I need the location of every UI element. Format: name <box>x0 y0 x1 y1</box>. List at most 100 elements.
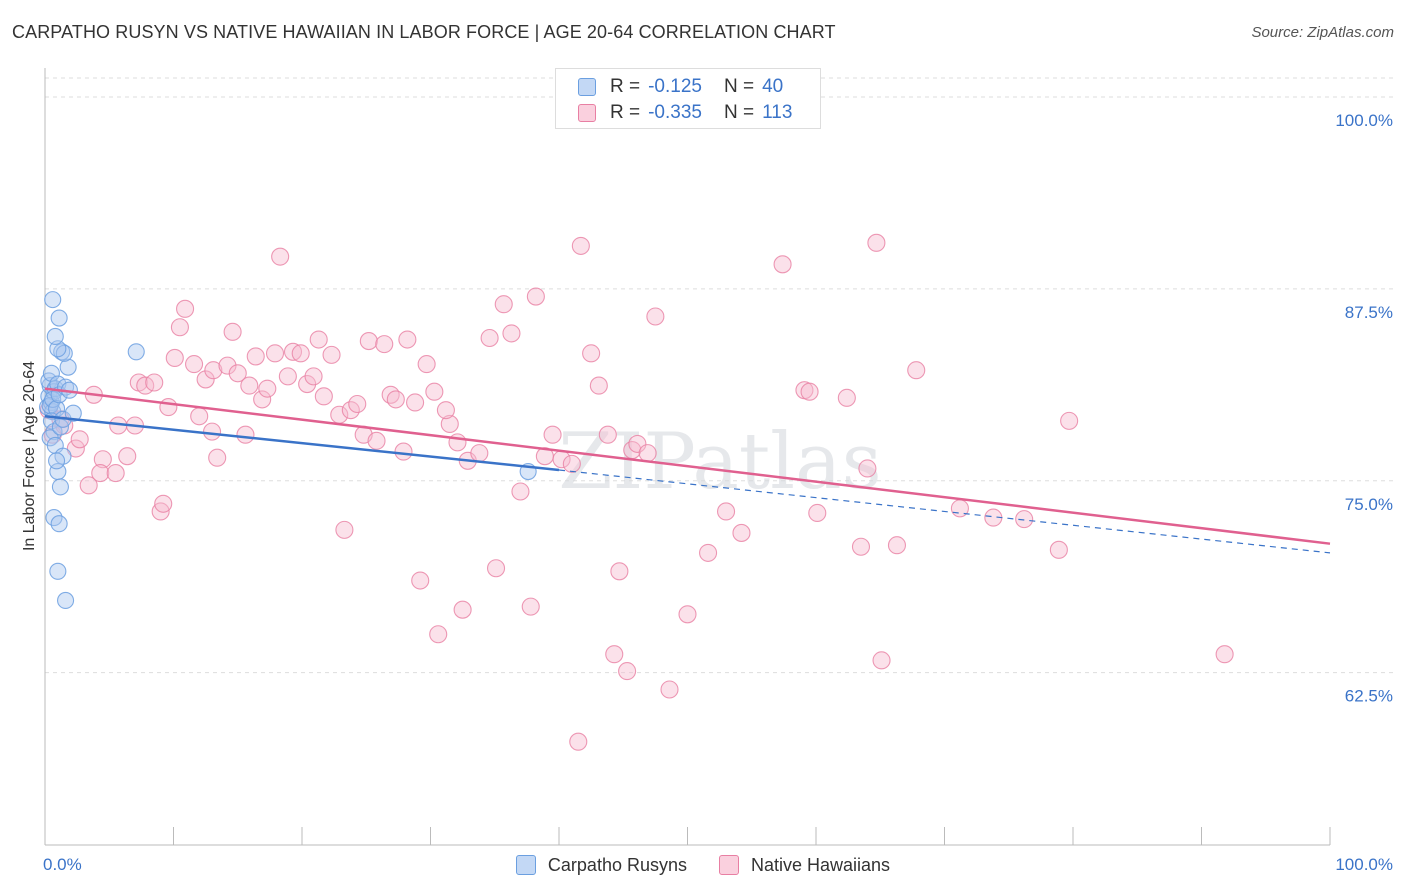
y-tick-label: 62.5% <box>1345 687 1393 706</box>
bottom-legend-swatch-blue <box>515 855 536 875</box>
native-hawaiian-point <box>589 376 608 395</box>
native-hawaiian-point <box>605 645 624 664</box>
bottom-legend-swatch-pink <box>719 855 739 875</box>
native-hawaiian-point <box>304 367 323 386</box>
native-hawaiian-point <box>394 442 413 461</box>
native-hawaiian-point <box>204 361 223 380</box>
legend-r-label: R = <box>610 76 641 97</box>
native-hawaiian-point <box>159 398 178 417</box>
native-hawaiian-point <box>480 328 499 348</box>
legend-n-value: 113 <box>762 102 793 123</box>
native-hawaiian-point <box>386 390 405 409</box>
native-hawaiian-point <box>236 425 255 444</box>
native-hawaiian-point <box>716 502 736 521</box>
legend-n-label: N = <box>723 76 755 97</box>
x-tick-label-max: 100.0% <box>1335 855 1393 874</box>
carpatho-rusyn-point <box>59 358 77 376</box>
native-hawaiian-point <box>808 503 827 523</box>
native-hawaiian-point <box>203 422 222 441</box>
native-hawaiian-point <box>367 431 386 450</box>
native-hawaiian-point <box>470 444 489 463</box>
native-hawaiian-point <box>448 433 467 452</box>
carpatho-rusyns-trend-extension <box>558 469 1331 554</box>
native-hawaiian-point <box>375 335 394 354</box>
native-hawaiian-point <box>106 464 125 483</box>
native-hawaiian-point <box>851 537 871 556</box>
legend-row-carpatho-rusyns: R = -0.125 N = 40 <box>578 75 783 99</box>
native-hawaiian-point <box>569 732 588 751</box>
native-hawaiian-point <box>1215 645 1234 664</box>
native-hawaiian-point <box>800 382 819 401</box>
legend: R = -0.125 N = 40 R = -0.335 N = 113 <box>555 68 821 129</box>
native-hawaiian-point <box>309 330 328 349</box>
native-hawaiian-point <box>359 332 378 351</box>
carpatho-rusyn-point <box>50 309 68 327</box>
native-hawaiian-point <box>398 330 417 349</box>
native-hawaiian-point <box>253 390 272 409</box>
bottom-legend: Carpatho Rusyns Native Hawaiians <box>0 852 1406 878</box>
native-hawaiian-point <box>314 387 333 406</box>
native-hawaiian-point <box>165 348 184 368</box>
native-hawaiian-point <box>436 401 455 420</box>
native-hawaiian-point <box>425 382 444 401</box>
native-hawaiian-point <box>1049 540 1068 559</box>
native-hawaiian-point <box>70 430 89 449</box>
native-hawaiian-point <box>228 364 247 383</box>
tick-labels: 62.5% 75.0% 87.5% 100.0% 0.0% 100.0% <box>43 111 1393 874</box>
bottom-legend-label: Native Hawaiians <box>751 854 891 875</box>
native-hawaiian-point <box>335 520 354 539</box>
native-hawaiian-point <box>411 571 430 590</box>
native-hawaiian-point <box>440 414 459 434</box>
legend-n-label: N = <box>723 102 755 123</box>
native-hawaiian-point <box>543 425 562 444</box>
carpatho-rusyn-point <box>44 291 62 309</box>
native-hawaiian-point <box>291 344 310 363</box>
native-hawaiian-point <box>417 355 436 374</box>
native-hawaiian-point <box>526 287 545 306</box>
native-hawaiian-point <box>258 379 277 398</box>
native-hawaiian-point <box>453 600 472 619</box>
native-hawaiian-point <box>223 322 242 341</box>
native-hawaiian-point <box>91 464 110 483</box>
native-hawaiian-point <box>79 476 98 495</box>
native-hawaiian-point <box>348 394 367 414</box>
native-hawaiian-point <box>582 344 601 363</box>
native-hawaiian-point <box>638 444 657 463</box>
carpatho-rusyn-point <box>127 343 145 361</box>
native-hawaiian-point <box>66 439 85 458</box>
native-hawaiian-point <box>278 367 297 386</box>
carpatho-rusyn-point <box>51 478 69 496</box>
native-hawaiian-point <box>486 559 506 578</box>
bottom-legend-label: Carpatho Rusyns <box>547 854 687 875</box>
native-hawaiian-point <box>618 662 637 681</box>
native-hawaiian-point <box>646 307 665 326</box>
native-hawaiian-point <box>190 407 209 426</box>
axes <box>44 68 1331 846</box>
native-hawaiian-point <box>867 233 886 252</box>
y-tick-label: 75.0% <box>1345 495 1393 514</box>
native-hawaiian-point <box>283 342 303 361</box>
native-hawaiian-point <box>521 597 540 616</box>
native-hawaiian-point <box>196 370 215 389</box>
legend-n-value: 40 <box>762 76 784 97</box>
carpatho-rusyn-point <box>50 515 68 533</box>
native-hawaiian-point <box>628 434 647 453</box>
native-hawaiian-point <box>660 680 679 699</box>
native-hawaiian-point <box>298 374 317 394</box>
native-hawaiian-point <box>429 625 448 644</box>
native-hawaiians-trend-line <box>44 387 1331 545</box>
native-hawaiian-point <box>872 651 891 670</box>
trend-lines <box>44 387 1331 554</box>
native-hawaiian-point <box>265 344 285 363</box>
carpatho-rusyn-point <box>64 404 82 422</box>
native-hawaiian-point <box>678 605 697 624</box>
legend-swatch-blue <box>578 78 596 96</box>
native-hawaiian-point <box>571 236 590 255</box>
y-tick-label: 100.0% <box>1335 111 1393 130</box>
carpatho-rusyn-point <box>48 452 66 470</box>
native-hawaiian-point <box>773 255 792 274</box>
legend-row-native-hawaiians: R = -0.335 N = 113 <box>578 101 792 125</box>
native-hawaiian-point <box>271 247 290 266</box>
native-hawaiian-point <box>699 543 718 562</box>
